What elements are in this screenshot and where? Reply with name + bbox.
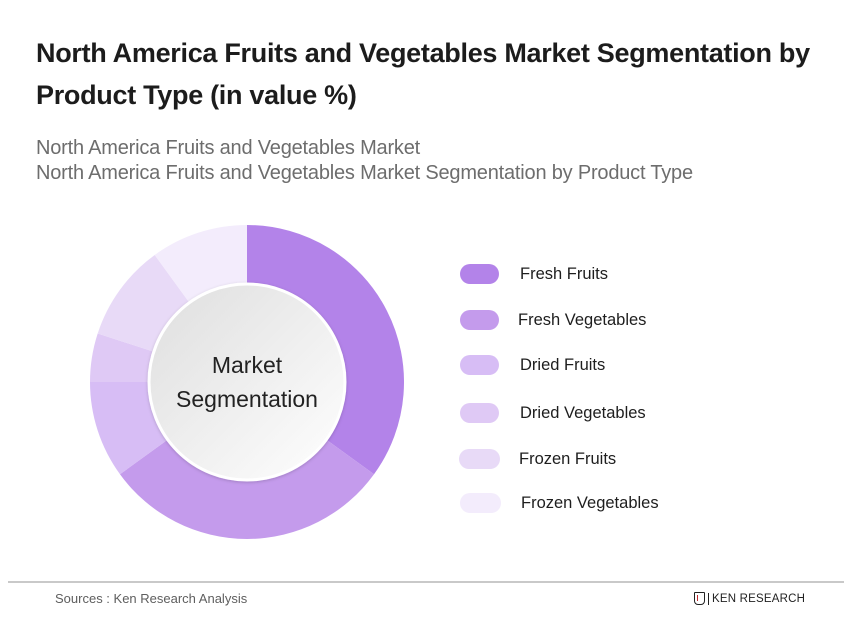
- legend-label: Dried Fruits: [520, 355, 606, 374]
- legend-item-dried-vegetables[interactable]: Dried Vegetables: [460, 401, 646, 425]
- footer-divider: [8, 581, 844, 583]
- brand-name: KEN RESEARCH: [712, 592, 806, 605]
- donut-segments: [90, 225, 404, 539]
- donut-segment-dried-fruits[interactable]: [90, 382, 171, 475]
- logo-separator: [708, 592, 709, 605]
- legend-label: Frozen Fruits: [519, 449, 617, 468]
- legend-label: Dried Vegetables: [520, 403, 646, 422]
- ken-research-logo: KEN RESEARCH: [694, 592, 805, 605]
- donut-center-circle: [147, 282, 347, 482]
- donut-segment-dried-vegetables[interactable]: [90, 333, 157, 382]
- ken-research-shield-icon: [694, 592, 705, 605]
- donut-segment-fresh-fruits[interactable]: [247, 225, 404, 475]
- donut-chart: [90, 225, 404, 539]
- legend-swatch: [459, 449, 500, 469]
- legend-swatch: [460, 355, 499, 375]
- legend-label: Frozen Vegetables: [521, 493, 659, 512]
- legend-item-fresh-vegetables[interactable]: Fresh Vegetables: [460, 308, 646, 332]
- chart-title: North America Fruits and Vegetables Mark…: [36, 38, 810, 110]
- legend-swatch: [460, 403, 499, 423]
- legend-label: Fresh Fruits: [520, 264, 609, 283]
- source-note: Sources : Ken Research Analysis: [55, 591, 248, 606]
- chart-subtitle-segmentation: North America Fruits and Vegetables Mark…: [36, 162, 693, 184]
- legend-item-dried-fruits[interactable]: Dried Fruits: [460, 353, 605, 377]
- donut-chart-graphic: [90, 225, 404, 539]
- donut-segment-fresh-vegetables[interactable]: [119, 437, 375, 539]
- donut-segment-frozen-vegetables[interactable]: [154, 225, 247, 306]
- legend-swatch: [460, 310, 499, 330]
- legend-item-fresh-fruits[interactable]: Fresh Fruits: [460, 262, 608, 286]
- legend-swatch: [460, 493, 501, 513]
- legend-item-frozen-vegetables[interactable]: Frozen Vegetables: [460, 491, 659, 515]
- legend-item-frozen-fruits[interactable]: Frozen Fruits: [459, 447, 617, 471]
- chart-subtitle-market: North America Fruits and Vegetables Mark…: [36, 137, 421, 159]
- legend-label: Fresh Vegetables: [518, 310, 647, 329]
- legend-swatch: [460, 264, 499, 284]
